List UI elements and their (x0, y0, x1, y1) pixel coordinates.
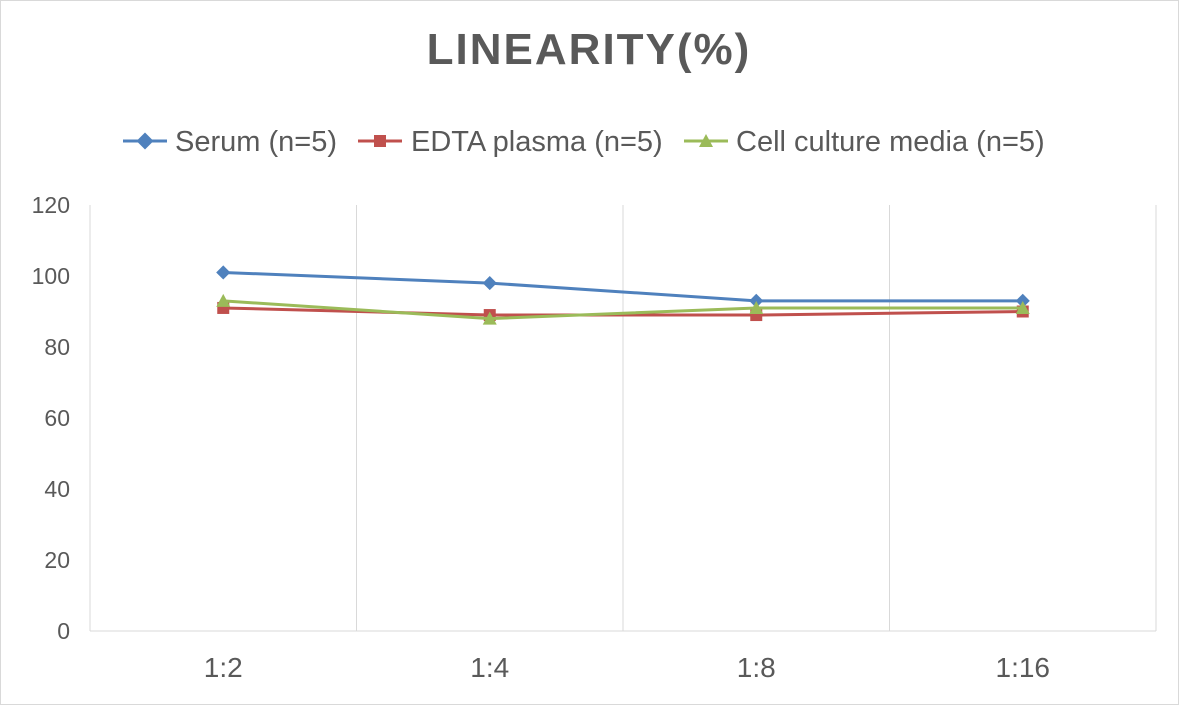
x-tick-label: 1:4 (470, 652, 509, 683)
data-point-serum (1015, 293, 1030, 308)
legend-marker-serum (136, 132, 154, 150)
data-point-cell-culture-media (216, 293, 231, 307)
legend-label-serum: Serum (n=5) (175, 126, 337, 158)
legend-entry-cell-culture-media: Cell culture media (n=5) (684, 126, 1045, 158)
data-point-cell-culture-media (1015, 300, 1030, 314)
legend-marker-cell-culture-media (699, 134, 713, 147)
data-point-serum (749, 293, 764, 308)
x-tick-label: 1:2 (204, 652, 243, 683)
y-tick-label: 20 (44, 547, 70, 573)
legend-marker-edta-plasma (374, 135, 386, 147)
y-tick-label: 40 (44, 476, 70, 502)
series-line-edta-plasma (223, 306, 1023, 317)
series-line-serum (223, 270, 1023, 303)
y-tick-label: 100 (32, 263, 70, 289)
y-tick-label: 80 (44, 334, 70, 360)
x-tick-label: 1:8 (737, 652, 776, 683)
legend: Serum (n=5) EDTA plasma (n=5) Cell cultu… (123, 126, 1045, 158)
y-tick-label: 120 (32, 192, 70, 218)
legend-label-cell-culture-media: Cell culture media (n=5) (736, 126, 1045, 158)
data-point-cell-culture-media (482, 311, 497, 325)
data-point-cell-culture-media (749, 300, 764, 314)
chart-title: LINEARITY(%) (427, 25, 752, 74)
plot-area: 0 20 40 60 80 100 120 1:2 1:4 1:8 1:16 (32, 192, 1157, 683)
x-tick-label: 1:16 (996, 652, 1051, 683)
series-line-cell-culture-media (223, 299, 1023, 321)
legend-entry-edta-plasma: EDTA plasma (n=5) (358, 126, 663, 158)
data-point-serum (482, 276, 497, 291)
legend-label-edta-plasma: EDTA plasma (n=5) (411, 126, 663, 158)
y-tick-label: 0 (57, 618, 70, 644)
data-point-serum (216, 265, 231, 280)
y-tick-label: 60 (44, 405, 70, 431)
legend-entry-serum: Serum (n=5) (123, 126, 337, 158)
